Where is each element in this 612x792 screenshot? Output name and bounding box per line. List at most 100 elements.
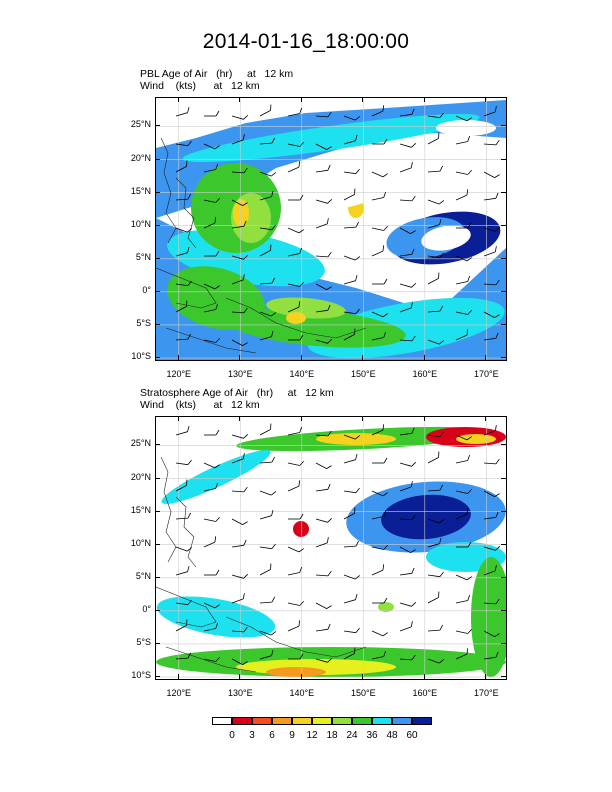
pbl-lon-label: 170°E	[474, 369, 499, 379]
strat-wind-barb	[175, 565, 190, 576]
pbl-wind-barb	[231, 274, 245, 285]
pbl-wind-barb	[399, 162, 413, 173]
pbl-wind-barb	[203, 337, 221, 343]
colorbar-label: 36	[366, 730, 378, 741]
pbl-wind-barb	[483, 106, 497, 117]
pbl-wind-barb	[231, 199, 248, 206]
pbl-wind-barb	[343, 274, 358, 285]
pbl-wind-barb	[203, 163, 219, 173]
pbl-wind-barb	[288, 334, 304, 341]
strat-lat-tick	[501, 477, 506, 479]
strat-wind-barb	[231, 658, 248, 665]
strat-wind-barb	[483, 490, 500, 497]
pbl-lat-label: 10°S	[131, 351, 151, 361]
strat-wind-barb	[372, 457, 388, 464]
pbl-wind-barb	[175, 333, 191, 341]
strat-wind-barb	[175, 479, 188, 492]
pbl-wind-barb	[483, 139, 500, 146]
strat-wind-barb	[427, 571, 444, 578]
pbl-lon-tick	[300, 355, 302, 360]
strat-wind-barb	[483, 630, 500, 637]
pbl-wind-barb	[399, 108, 415, 117]
strat-coastline	[165, 646, 257, 673]
pbl-wind-barb	[287, 247, 303, 257]
strat-wind-barb	[204, 429, 220, 436]
pbl-lat-tick	[501, 158, 506, 160]
pbl-wind-barb	[343, 134, 358, 145]
strat-wind-barb	[203, 656, 221, 662]
strat-wind-barb	[315, 570, 332, 577]
panel-2-title-line1: Stratosphere Age of Air (hr) at 12 km	[140, 387, 334, 399]
strat-wind-barb	[455, 508, 469, 520]
pbl-wind-barb	[343, 328, 356, 341]
pbl-wind-barb	[315, 283, 332, 290]
strat-lat-label: 10°N	[130, 537, 151, 548]
strat-lat-label: 5°S	[136, 636, 151, 647]
strat-wind-barb	[372, 597, 388, 604]
pbl-wind-barb	[427, 305, 443, 313]
pbl-wind-barb	[315, 218, 329, 229]
strat-wind-barb	[371, 544, 389, 550]
strat-wind-barb	[343, 453, 358, 464]
strat-wind-barb	[259, 490, 277, 496]
strat-lon-tick	[423, 416, 425, 421]
strat-wind-barb	[483, 651, 499, 660]
strat-wind-barb	[483, 511, 499, 520]
pbl-wind-barb	[315, 251, 332, 258]
strat-wind-barb	[288, 653, 304, 660]
pbl-wind-barb	[203, 303, 219, 313]
strat-wind-barb	[456, 541, 472, 548]
panel-1-title-line2: Wind (kts) at 12 km	[140, 80, 260, 92]
strat-lon-label: 160°E	[412, 688, 438, 698]
pbl-wind-barb	[343, 168, 360, 175]
strat-field-cyan	[161, 450, 271, 504]
strat-wind-barb	[288, 513, 304, 520]
strat-coastline	[225, 616, 367, 658]
pbl-wind-barb	[175, 280, 192, 287]
pbl-lon-tick	[300, 97, 302, 102]
stratosphere-map-canvas	[156, 417, 506, 679]
strat-lat-tick	[155, 444, 160, 446]
strat-wind-barb	[455, 628, 473, 634]
pbl-wind-barb	[203, 197, 221, 203]
pbl-wind-barb	[343, 255, 361, 261]
pbl-wind-barb	[371, 311, 388, 318]
strat-field-cyan	[156, 596, 276, 638]
strat-lat-tick	[155, 609, 160, 611]
colorbar-swatch	[292, 717, 312, 725]
age-field-white	[436, 120, 496, 136]
strat-lat-label: 20°N	[130, 471, 151, 482]
pbl-lat-tick	[501, 257, 506, 259]
strat-wind-barb	[427, 591, 440, 604]
strat-wind-barb	[343, 540, 359, 548]
strat-coastline	[160, 456, 177, 563]
pbl-wind-barb	[371, 245, 385, 257]
pbl-lat-tick	[155, 257, 160, 259]
pbl-wind-barb	[315, 143, 332, 150]
strat-lat-tick	[155, 543, 160, 545]
strat-wind-barb	[175, 652, 191, 660]
pbl-lat-label: 10°N	[130, 218, 151, 229]
colorbar-label: 3	[249, 730, 255, 741]
pbl-wind-barb	[259, 104, 272, 117]
pbl-lat-label: 15°N	[130, 185, 151, 196]
strat-wind-barb	[427, 624, 443, 632]
strat-wind-barb	[399, 462, 417, 467]
strat-wind-barb	[343, 487, 360, 494]
pbl-wind-barb	[427, 112, 444, 119]
strat-wind-barb	[399, 602, 417, 607]
pbl-wind-barb	[483, 227, 501, 232]
pbl-wind-barb	[288, 194, 304, 201]
pbl-wind-barb	[455, 135, 471, 145]
strat-wind-barb	[203, 602, 220, 609]
strat-lat-tick	[501, 642, 506, 644]
age-field-white	[296, 168, 376, 208]
strat-lat-tick	[155, 642, 160, 644]
age-field-green	[226, 308, 406, 348]
pbl-wind-barb	[231, 339, 248, 346]
strat-wind-barb	[259, 509, 274, 520]
pbl-wind-barb	[315, 199, 333, 204]
strat-wind-barb	[455, 648, 469, 660]
strat-wind-barb	[231, 574, 249, 579]
pbl-wind-barb	[259, 330, 274, 341]
